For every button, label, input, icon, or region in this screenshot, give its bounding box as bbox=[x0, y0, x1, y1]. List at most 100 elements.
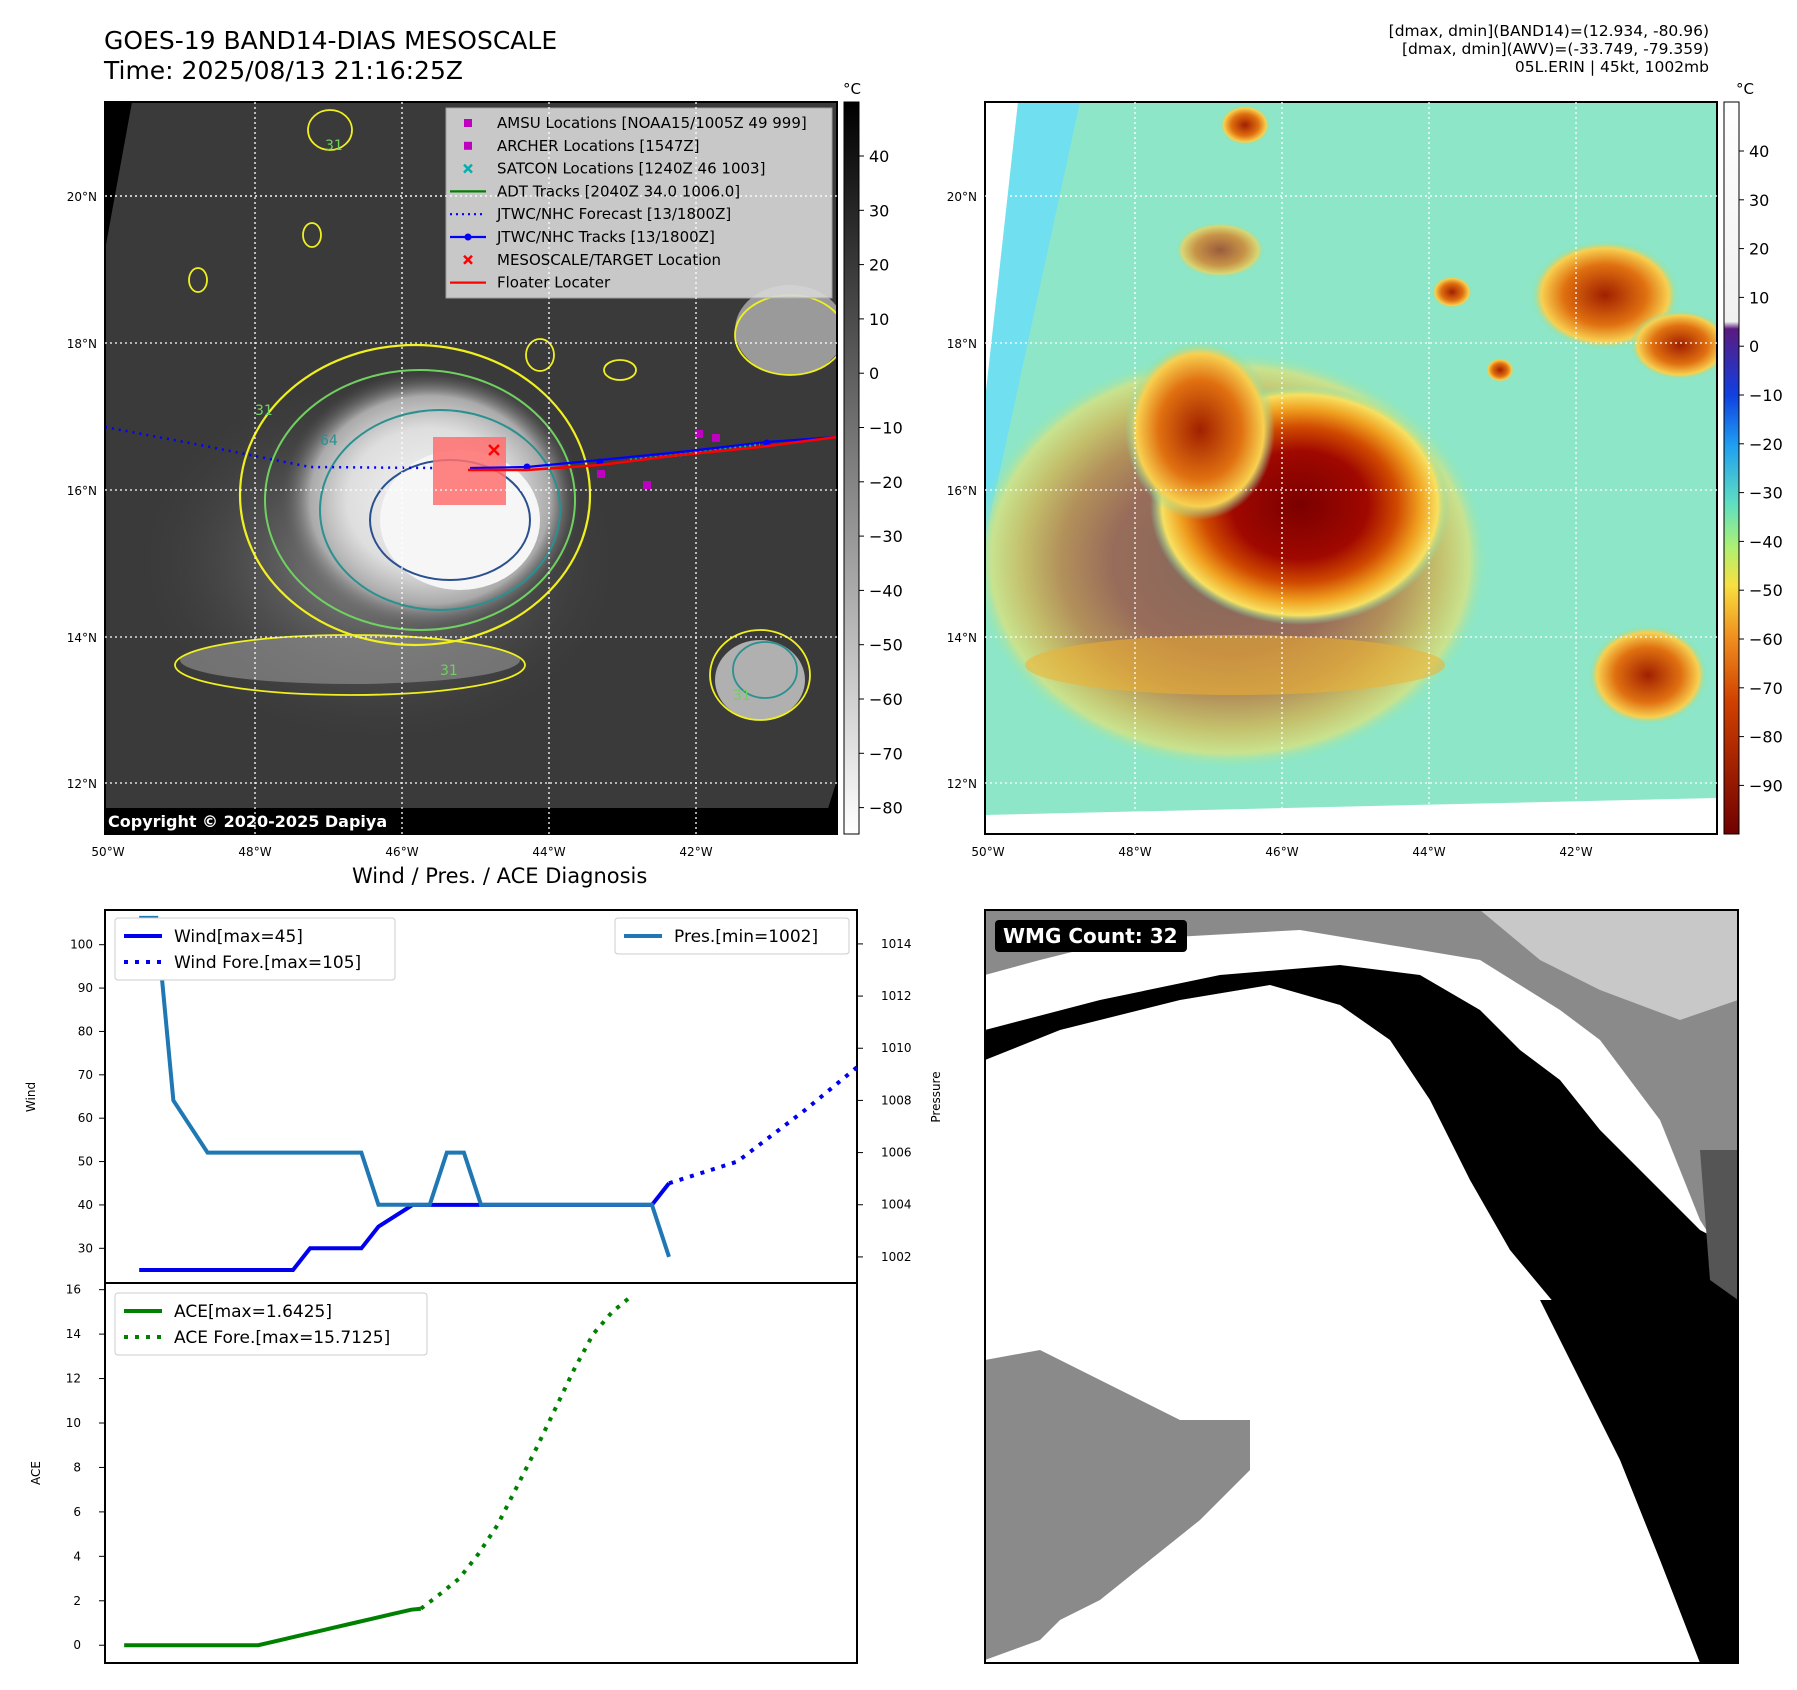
contour-label-31-a: 31 bbox=[255, 403, 273, 419]
figure-title: GOES-19 BAND14-DIAS MESOSCALE Time: 2025… bbox=[104, 26, 557, 86]
wind-ytick-label: 40 bbox=[78, 1198, 93, 1212]
ace-ytick-label: 6 bbox=[73, 1505, 81, 1519]
wind-plot-area: 30 40 50 60 70 80 90 100 1002 1004 1006 1008 1010 101… bbox=[70, 915, 912, 1272]
amsu-marker bbox=[597, 470, 605, 478]
ace-legend-label: ACE[max=1.6425] bbox=[174, 1302, 332, 1322]
legend-entry: ARCHER Locations [1547Z] bbox=[464, 137, 700, 155]
map-tr-lat-label: 18°N bbox=[947, 337, 977, 351]
map-tl-lat-label: 20°N bbox=[67, 190, 97, 204]
map-tl-lon-label: 46°W bbox=[385, 845, 418, 859]
colorbar-color-tick-label: 20 bbox=[1749, 240, 1769, 259]
legend-x-marker bbox=[463, 163, 473, 174]
archer-marker bbox=[712, 434, 720, 442]
wind-ytick-label: 60 bbox=[78, 1111, 93, 1125]
ace-ytick-label: 8 bbox=[73, 1460, 81, 1474]
contour-teal bbox=[319, 409, 561, 611]
colorbar-gray-tick-label: 40 bbox=[869, 147, 889, 166]
ace-legend: ACE[max=1.6425] ACE Fore.[max=15.7125] bbox=[114, 1292, 428, 1356]
wind-legend: Wind[max=45] Wind Fore.[max=105] Pres.[min… bbox=[114, 917, 850, 981]
wmg-gray-cap bbox=[985, 910, 1738, 1280]
ace-ytick-label: 14 bbox=[66, 1327, 81, 1341]
colorbar-gray-strip bbox=[843, 101, 860, 835]
colorbar-color-tick-label: −80 bbox=[1749, 728, 1783, 747]
colorbar-gray: °C bbox=[843, 80, 861, 835]
wmg-count-text: WMG Count: 32 bbox=[1003, 924, 1178, 948]
contour-cell-c bbox=[525, 338, 555, 372]
map2-west-band bbox=[985, 102, 1080, 540]
ace-legend-label: ACE Fore.[max=15.7125] bbox=[174, 1328, 390, 1348]
no-data-corner bbox=[105, 102, 132, 250]
colorbar-gray-tick-label: −20 bbox=[869, 473, 903, 492]
map2-cell-d bbox=[1486, 358, 1514, 382]
map-tl-lat-label: 14°N bbox=[67, 631, 97, 645]
pres-ytick-label: 1002 bbox=[881, 1250, 912, 1264]
map-tr-lon-label: 44°W bbox=[1412, 845, 1445, 859]
colorbar-color-tick-label: −60 bbox=[1749, 630, 1783, 649]
wind-series-group bbox=[139, 915, 857, 1272]
ace-ytick-label: 10 bbox=[66, 1416, 81, 1430]
southern-rainband bbox=[180, 636, 520, 684]
contour-east-yellow bbox=[709, 629, 811, 721]
legend-label: JTWC/NHC Tracks [13/1800Z] bbox=[496, 228, 715, 246]
wind-ytick-label: 80 bbox=[78, 1024, 93, 1038]
map-tr-lat-label: 20°N bbox=[947, 190, 977, 204]
eastern-cell bbox=[715, 640, 805, 720]
floater-track bbox=[468, 435, 837, 472]
colorbar-gray-tick-label: −30 bbox=[869, 527, 903, 546]
ir-color-map bbox=[984, 101, 1718, 835]
colorbar-color-tick-label: −50 bbox=[1749, 581, 1783, 600]
legend-entry: ADT Tracks [2040Z 34.0 1006.0] bbox=[450, 182, 740, 200]
ace-ytick-label: 12 bbox=[66, 1372, 81, 1386]
map-tl-lon-label: 42°W bbox=[679, 845, 712, 859]
target-location-marker bbox=[488, 444, 500, 456]
archer-marker bbox=[695, 430, 703, 438]
wind-ytick-label: 70 bbox=[78, 1068, 93, 1082]
colorbar-gray-tick-label: 10 bbox=[869, 310, 889, 329]
ace-ytick-label: 16 bbox=[66, 1283, 81, 1297]
series-ace-fore-max- bbox=[419, 1294, 633, 1611]
colorbar-gray-tick-label: −10 bbox=[869, 419, 903, 438]
map2-ne-cell-2 bbox=[1630, 310, 1717, 380]
wind-legend-label: Wind[max=45] bbox=[174, 927, 303, 947]
colorbar-color-tick-label: 40 bbox=[1749, 142, 1769, 161]
legend-square-marker bbox=[464, 119, 472, 127]
map-tl-lat-label: 18°N bbox=[67, 337, 97, 351]
northeast-cell bbox=[735, 285, 837, 375]
colorbar-gray-tick-label: −70 bbox=[869, 744, 903, 763]
pres-ytick-label: 1010 bbox=[881, 1041, 912, 1055]
legend-entry: SATCON Locations [1240Z 46 1003] bbox=[463, 160, 765, 178]
colorbar-gray-unit: °C bbox=[843, 80, 861, 98]
colorbar-gray-tick-label: −50 bbox=[869, 636, 903, 655]
figure-stats: [dmax, dmin](BAND14)=(12.934, -80.96) [d… bbox=[1389, 22, 1709, 76]
map-tl-lon-label: 44°W bbox=[532, 845, 565, 859]
map-tl-grid bbox=[105, 102, 837, 834]
map-tr-grid bbox=[985, 102, 1717, 834]
legend-label: JTWC/NHC Forecast [13/1800Z] bbox=[496, 205, 731, 223]
colorbar-gray-tick-label: −80 bbox=[869, 799, 903, 818]
colorbar-color-tick-label: −30 bbox=[1749, 484, 1783, 503]
map-tl-lon-label: 48°W bbox=[238, 845, 271, 859]
wind-chart: Wind Pressure 30 40 50 60 70 80 90 100 1002 1004 1… bbox=[24, 909, 943, 1284]
pres-ytick-label: 1008 bbox=[881, 1093, 912, 1107]
series-ace-max- bbox=[124, 1606, 422, 1648]
pres-legend-box bbox=[614, 917, 850, 955]
ace-chart: ACE 0 2 4 6 8 10 12 14 16 ACE[max=1.6425] ACE Fore… bbox=[29, 1282, 858, 1664]
contour-label-31-d: 31 bbox=[440, 663, 458, 679]
map2-cell-c bbox=[1432, 276, 1472, 308]
map2-frame bbox=[984, 101, 1718, 835]
wmg-gray-sw bbox=[985, 1350, 1250, 1660]
legend-label: MESOSCALE/TARGET Location bbox=[497, 251, 721, 269]
colorbar-color: °C bbox=[1723, 80, 1754, 835]
jtwc-track bbox=[469, 435, 837, 470]
map-tr-lon-label: 50°W bbox=[971, 845, 1004, 859]
contour-cell-b bbox=[188, 267, 208, 293]
series-pres-min- bbox=[139, 915, 671, 1258]
contour-cell-a bbox=[302, 222, 322, 248]
diagnosis-title: Wind / Pres. / ACE Diagnosis bbox=[352, 864, 648, 888]
wind-axis-label: Wind bbox=[24, 1082, 38, 1112]
wind-legend-label: Wind Fore.[max=105] bbox=[174, 953, 361, 973]
legend-entry: JTWC/NHC Tracks [13/1800Z] bbox=[450, 228, 715, 246]
ace-ytick-label: 2 bbox=[73, 1594, 81, 1608]
contour-cell-d bbox=[603, 359, 637, 381]
